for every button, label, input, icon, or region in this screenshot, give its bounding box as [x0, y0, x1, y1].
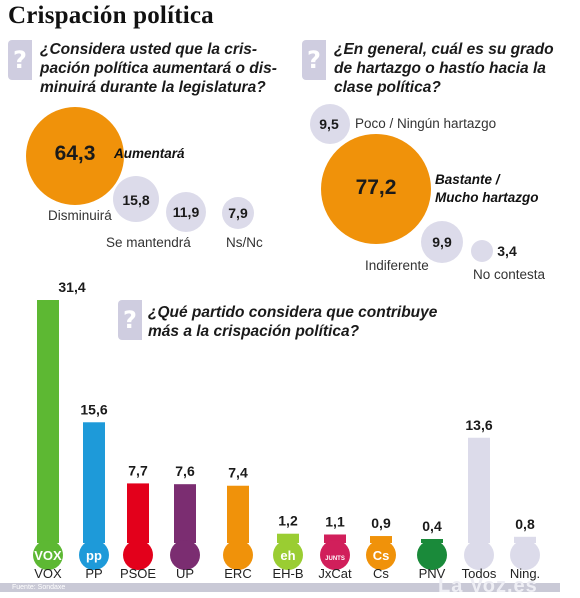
party-logo-text: Cs: [373, 548, 390, 563]
watermark: La Voz.es: [438, 575, 538, 597]
bubble-value: 11,9: [172, 204, 200, 220]
category-label: Cs: [373, 566, 389, 581]
category-label: PNV: [419, 566, 446, 581]
footer-band: [0, 583, 560, 592]
question-1-line: ¿Considera usted que la cris-: [40, 41, 258, 58]
question-badge-2: ?: [302, 40, 326, 80]
question-2-line: de hartazgo o hastío hacia la: [334, 60, 546, 77]
party-logo-icon: [320, 540, 350, 570]
bar-value-label: 13,6: [465, 417, 492, 433]
party-logo-text: JUNTS: [325, 556, 345, 562]
bar-value-label: 0,9: [371, 515, 391, 531]
question-mark-icon: ?: [13, 46, 27, 74]
question-mark-icon: ?: [123, 306, 137, 334]
bar-todos: [468, 437, 490, 543]
question-badge-3: ?: [118, 300, 142, 340]
bubble-ns-nc: [222, 197, 254, 229]
source-note: Fuente: Sondaxe: [12, 584, 66, 591]
bar-value-label: 0,4: [422, 518, 442, 534]
bubble-label: Poco / Ningún hartazgo: [355, 116, 497, 131]
party-logo-text: pp: [86, 548, 102, 563]
bubble-value: 9,5: [319, 116, 339, 132]
bubble-value: 77,2: [355, 176, 397, 199]
bubble-value: 9,9: [432, 234, 452, 250]
bubble-label: Aumentará: [114, 146, 185, 161]
bubble-bastante-mucho: [321, 134, 431, 244]
question-1: ¿Considera usted que la cris- pación pol…: [40, 40, 277, 97]
bar-ehb: [277, 533, 299, 543]
category-marker: [510, 540, 540, 570]
party-logo-text: VOX: [34, 548, 62, 563]
bar-value-label: 1,2: [278, 513, 298, 529]
bar-ning: [514, 536, 536, 543]
question-mark-icon: ?: [307, 46, 321, 74]
bar-vox: [37, 300, 59, 543]
question-1-line: pación política aumentará o dis-: [40, 60, 277, 77]
category-label: JxCat: [318, 566, 352, 581]
bubble-label: Bastante / Mucho hartazgo: [435, 171, 539, 207]
bubble-label: No contesta: [473, 267, 546, 282]
bubble-label: Disminuirá: [48, 208, 112, 223]
question-3: ¿Qué partido considera que contribuye má…: [148, 303, 437, 341]
bubble-label: Se mantendrá: [106, 235, 191, 250]
bar-pp: [83, 422, 105, 543]
bubble-label-line: Mucho hartazgo: [435, 190, 539, 205]
category-label: Todos: [462, 566, 497, 581]
bar-value-label: 0,8: [515, 516, 535, 532]
bar-value-label: 1,1: [325, 513, 345, 529]
bubble-poco-ningun: [310, 104, 350, 144]
bar-value-label: 15,6: [80, 401, 107, 417]
category-label: PP: [85, 566, 102, 581]
bar-value-label: 7,6: [175, 463, 195, 479]
chart-title: Crispación política: [8, 2, 214, 29]
bubble-aumentara: [26, 107, 124, 205]
bubble-label: Ns/Nc: [226, 235, 263, 250]
party-logo-icon: [170, 540, 200, 570]
bubble-no-contesta: [471, 240, 493, 262]
bubble-indiferente: [421, 221, 463, 263]
category-label: ERC: [224, 566, 251, 581]
bubble-label-line: Bastante /: [435, 172, 500, 187]
question-badge-1: ?: [8, 40, 32, 80]
bubble-value: 64,3: [54, 142, 96, 165]
party-logo-icon: [123, 540, 153, 570]
bar-psoe: [127, 483, 149, 543]
bubble-disminuira: [113, 176, 159, 222]
bar-cs: [370, 536, 392, 543]
question-2-line: ¿En general, cuál es su grado: [334, 41, 554, 58]
category-label: VOX: [34, 566, 62, 581]
bubble-se-mantendra: [166, 192, 206, 232]
category-label: PSOE: [120, 566, 156, 581]
bar-value-label: 31,4: [58, 279, 85, 295]
party-logo-text: eh: [280, 548, 295, 563]
question-3-line: más a la crispación política?: [148, 323, 360, 340]
bubble-value: 3,4: [497, 243, 517, 259]
category-marker: [464, 540, 494, 570]
category-label: UP: [176, 566, 194, 581]
category-label: Ning.: [510, 566, 540, 581]
party-logo-icon: [417, 540, 447, 570]
party-logo-icon: [366, 540, 396, 570]
bar-jxcat: [324, 534, 346, 543]
bar-up: [174, 484, 196, 543]
bar-value-label: 7,7: [128, 462, 148, 478]
bubble-value: 7,9: [228, 205, 248, 221]
bubble-value: 15,8: [122, 192, 150, 208]
bubble-label: Indiferente: [365, 258, 429, 273]
party-logo-icon: [33, 540, 63, 570]
bar-value-label: 7,4: [228, 465, 248, 481]
party-logo-icon: [223, 540, 253, 570]
question-3-line: ¿Qué partido considera que contribuye: [148, 304, 438, 321]
category-label: EH-B: [272, 566, 303, 581]
question-2-line: clase política?: [334, 79, 441, 96]
bar-erc: [227, 485, 249, 543]
question-2: ¿En general, cuál es su grado de hartazg…: [334, 40, 554, 97]
question-1-line: minuirá durante la legislatura?: [40, 79, 266, 96]
party-logo-icon: [273, 540, 303, 570]
party-logo-icon: [79, 540, 109, 570]
